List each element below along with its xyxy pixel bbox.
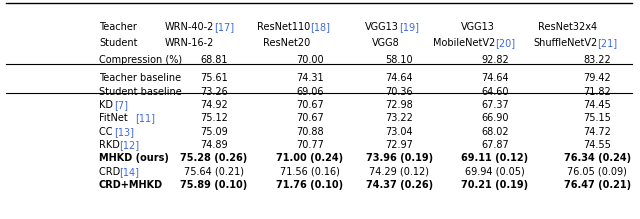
Text: 64.60: 64.60 [481, 87, 509, 97]
Text: 74.29 (0.12): 74.29 (0.12) [369, 167, 429, 177]
Text: 70.67: 70.67 [296, 113, 324, 123]
Text: 68.02: 68.02 [481, 127, 509, 137]
Text: 67.87: 67.87 [481, 140, 509, 150]
Text: 68.81: 68.81 [200, 55, 228, 65]
Text: MobileNetV2: MobileNetV2 [433, 38, 495, 48]
Text: 70.00: 70.00 [296, 55, 324, 65]
Text: 74.31: 74.31 [296, 73, 324, 83]
Text: 71.56 (0.16): 71.56 (0.16) [280, 167, 340, 177]
Text: 58.10: 58.10 [385, 55, 413, 65]
Text: ResNet110: ResNet110 [257, 22, 310, 32]
Text: 76.47 (0.21): 76.47 (0.21) [564, 180, 631, 190]
Text: FitNet: FitNet [99, 113, 131, 123]
Text: 75.28 (0.26): 75.28 (0.26) [180, 154, 248, 163]
Text: 75.12: 75.12 [200, 113, 228, 123]
Text: KD: KD [99, 100, 116, 110]
Text: MHKD (ours): MHKD (ours) [99, 154, 169, 163]
Text: 74.89: 74.89 [200, 140, 228, 150]
Text: 75.61: 75.61 [200, 73, 228, 83]
Text: WRN-40-2: WRN-40-2 [164, 22, 214, 32]
Text: ShuffleNetV2: ShuffleNetV2 [533, 38, 597, 48]
Text: 74.92: 74.92 [200, 100, 228, 110]
Text: 73.96 (0.19): 73.96 (0.19) [365, 154, 433, 163]
Text: [13]: [13] [115, 127, 134, 137]
Text: ResNet20: ResNet20 [262, 38, 310, 48]
Text: CRD: CRD [99, 167, 124, 177]
Text: [17]: [17] [214, 22, 234, 32]
Text: 74.37 (0.26): 74.37 (0.26) [365, 180, 433, 190]
Text: VGG8: VGG8 [371, 38, 399, 48]
Text: 74.64: 74.64 [481, 73, 509, 83]
Text: Student: Student [99, 38, 138, 48]
Text: Compression (%): Compression (%) [99, 55, 182, 65]
Text: Student baseline: Student baseline [99, 87, 182, 97]
Text: 72.98: 72.98 [385, 100, 413, 110]
Text: 71.82: 71.82 [583, 87, 611, 97]
Text: 72.97: 72.97 [385, 140, 413, 150]
Text: 76.05 (0.09): 76.05 (0.09) [567, 167, 627, 177]
Text: 75.15: 75.15 [583, 113, 611, 123]
Text: 75.09: 75.09 [200, 127, 228, 137]
Text: 75.89 (0.10): 75.89 (0.10) [180, 180, 248, 190]
Text: 70.67: 70.67 [296, 100, 324, 110]
Text: [20]: [20] [495, 38, 515, 48]
Text: VGG13: VGG13 [365, 22, 399, 32]
Text: CC: CC [99, 127, 116, 137]
Text: 73.04: 73.04 [385, 127, 413, 137]
Text: Teacher baseline: Teacher baseline [99, 73, 181, 83]
Text: 71.00 (0.24): 71.00 (0.24) [276, 154, 343, 163]
Text: 74.45: 74.45 [583, 100, 611, 110]
Text: 75.64 (0.21): 75.64 (0.21) [184, 167, 244, 177]
Text: 76.34 (0.24): 76.34 (0.24) [564, 154, 631, 163]
Text: VGG13: VGG13 [461, 22, 495, 32]
Text: [19]: [19] [399, 22, 419, 32]
Text: [11]: [11] [135, 113, 155, 123]
Text: [7]: [7] [115, 100, 129, 110]
Text: 92.82: 92.82 [481, 55, 509, 65]
Text: 74.64: 74.64 [385, 73, 413, 83]
Text: 71.76 (0.10): 71.76 (0.10) [276, 180, 343, 190]
Text: 73.22: 73.22 [385, 113, 413, 123]
Text: ResNet32x4: ResNet32x4 [538, 22, 597, 32]
Text: 67.37: 67.37 [481, 100, 509, 110]
Text: CRD+MHKD: CRD+MHKD [99, 180, 163, 190]
Text: RKD: RKD [99, 140, 123, 150]
Text: 74.72: 74.72 [583, 127, 611, 137]
Text: 79.42: 79.42 [583, 73, 611, 83]
Text: 70.77: 70.77 [296, 140, 324, 150]
Text: [12]: [12] [120, 140, 140, 150]
Text: 73.26: 73.26 [200, 87, 228, 97]
Text: [14]: [14] [120, 167, 140, 177]
Text: 70.21 (0.19): 70.21 (0.19) [461, 180, 529, 190]
Text: 70.88: 70.88 [296, 127, 324, 137]
Text: [21]: [21] [597, 38, 618, 48]
Text: 69.11 (0.12): 69.11 (0.12) [461, 154, 529, 163]
Text: 74.55: 74.55 [583, 140, 611, 150]
Text: 70.36: 70.36 [385, 87, 413, 97]
Text: 83.22: 83.22 [583, 55, 611, 65]
Text: WRN-16-2: WRN-16-2 [164, 38, 214, 48]
Text: [18]: [18] [310, 22, 330, 32]
Text: 66.90: 66.90 [481, 113, 509, 123]
Text: 69.06: 69.06 [296, 87, 323, 97]
Text: 69.94 (0.05): 69.94 (0.05) [465, 167, 525, 177]
Text: Teacher: Teacher [99, 22, 137, 32]
